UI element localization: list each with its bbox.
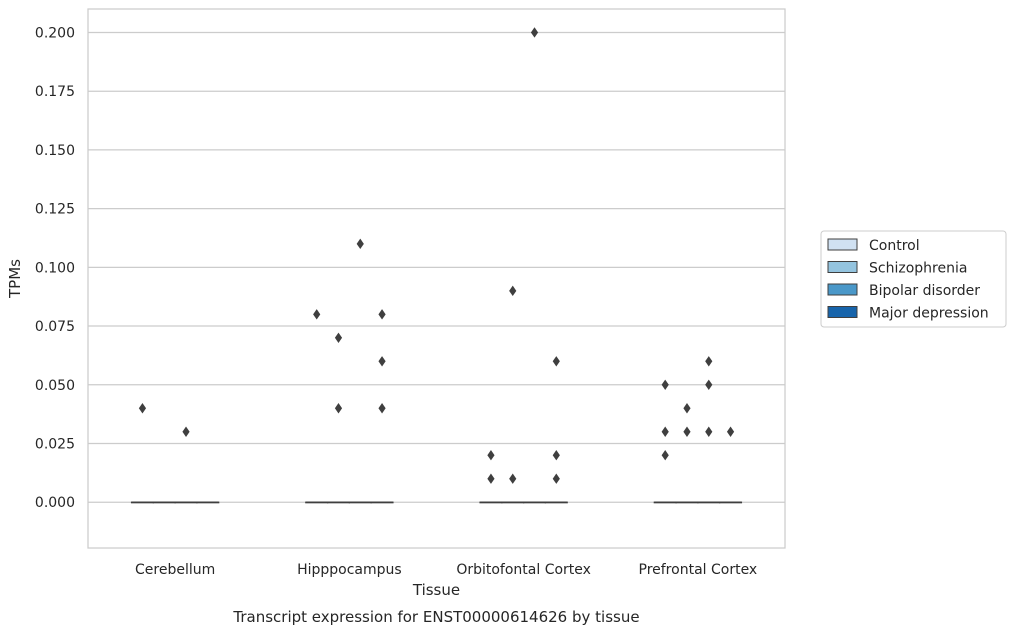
- legend-swatch: [827, 306, 858, 318]
- outlier-point: [138, 403, 147, 414]
- outlier-point: [334, 403, 343, 414]
- outlier-point: [509, 473, 517, 484]
- legend-swatch: [827, 261, 858, 273]
- x-axis-ticks: Cerebellum Hipppocampus Orbitofontal Corte…: [135, 562, 757, 578]
- y-axis-label: TPMs: [6, 259, 24, 299]
- gridlines: [88, 31, 785, 503]
- outlier-point: [726, 426, 735, 437]
- outlier-point: [356, 238, 364, 250]
- outlier-point: [661, 379, 669, 390]
- y-tick-label: 0.150: [35, 143, 75, 159]
- outlier-point: [683, 403, 691, 414]
- legend-label: Schizophrenia: [869, 261, 967, 277]
- y-tick-label: 0.025: [35, 436, 75, 452]
- y-tick-label: 0.200: [35, 25, 75, 41]
- outlier-point: [378, 356, 386, 367]
- outlier-point: [552, 356, 560, 367]
- outlier-point: [334, 332, 343, 344]
- outlier-point: [705, 426, 713, 437]
- outlier-point: [182, 426, 190, 437]
- outlier-point: [509, 285, 517, 297]
- y-tick-label: 0.075: [35, 319, 75, 335]
- legend-label: Major depression: [869, 306, 989, 322]
- outlier-point: [705, 379, 713, 390]
- outlier-point: [313, 309, 321, 320]
- y-axis-ticks: 0.000 0.025 0.050 0.075 0.100 0.125 0.150 0.175…: [35, 25, 75, 511]
- legend: Control Schizophrenia Bipolar disorder Majo…: [820, 230, 1007, 328]
- outlier-points: [138, 27, 735, 484]
- outlier-point: [683, 426, 691, 437]
- plot-frame: [87, 8, 786, 549]
- y-tick-label: 0.100: [35, 260, 75, 276]
- outlier-point: [705, 356, 713, 367]
- y-tick-label: 0.050: [35, 378, 75, 394]
- x-tick-label: Prefrontal Cortex: [639, 562, 758, 578]
- outlier-point: [661, 450, 669, 461]
- y-tick-label: 0.000: [35, 495, 75, 511]
- x-tick-label: Cerebellum: [135, 562, 215, 578]
- outlier-point: [552, 450, 560, 461]
- outlier-point: [378, 309, 386, 320]
- x-tick-label: Orbitofontal Cortex: [456, 562, 591, 578]
- y-tick-label: 0.175: [35, 84, 75, 100]
- box-series: [130, 501, 743, 504]
- y-tick-label: 0.125: [35, 202, 75, 218]
- legend-label: Control: [869, 238, 920, 254]
- outlier-point: [661, 426, 669, 437]
- outlier-point: [552, 473, 560, 484]
- chart-title: Transcript expression for ENST0000061462…: [232, 608, 639, 626]
- legend-swatch: [827, 283, 858, 296]
- outlier-point: [487, 450, 495, 461]
- outlier-point: [487, 473, 495, 484]
- outlier-point: [378, 403, 386, 414]
- legend-frame: [820, 230, 1007, 328]
- legend-label: Bipolar disorder: [869, 283, 980, 299]
- legend-swatch: [827, 238, 858, 251]
- x-tick-label: Hipppocampus: [297, 562, 402, 578]
- outlier-point: [530, 27, 539, 38]
- x-axis-label: Tissue: [412, 581, 460, 599]
